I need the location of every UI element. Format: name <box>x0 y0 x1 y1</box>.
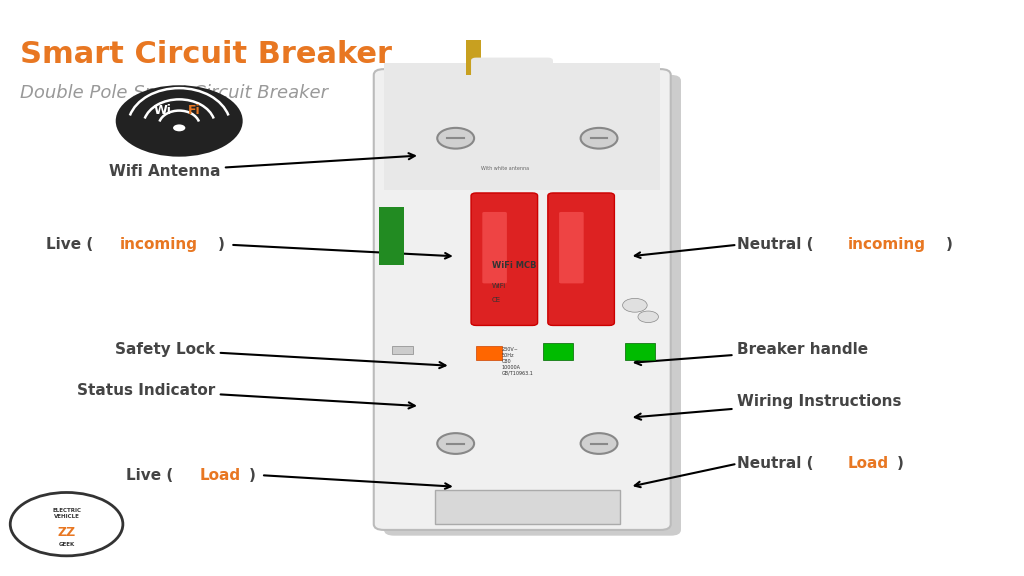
Text: Load: Load <box>200 468 241 483</box>
Text: Smart Circuit Breaker: Smart Circuit Breaker <box>20 40 392 69</box>
Text: GEEK: GEEK <box>58 542 75 547</box>
Text: ZZ: ZZ <box>57 526 76 539</box>
Text: Wifi Antenna: Wifi Antenna <box>109 153 415 179</box>
FancyBboxPatch shape <box>471 193 538 325</box>
FancyBboxPatch shape <box>471 58 553 89</box>
FancyBboxPatch shape <box>374 69 671 530</box>
Text: Fi: Fi <box>187 104 200 117</box>
Bar <box>435 490 620 524</box>
FancyBboxPatch shape <box>548 193 614 325</box>
Text: ): ) <box>249 468 256 483</box>
Text: WiFi MCB: WiFi MCB <box>492 261 536 270</box>
Text: ELECTRIC
VEHICLE: ELECTRIC VEHICLE <box>52 508 81 520</box>
Circle shape <box>10 492 123 556</box>
Circle shape <box>581 128 617 149</box>
Circle shape <box>116 85 243 157</box>
Text: Load: Load <box>848 456 889 471</box>
Text: Double Pole Smart Circuit Breaker: Double Pole Smart Circuit Breaker <box>20 84 329 101</box>
Text: incoming: incoming <box>848 237 926 252</box>
Bar <box>476 346 502 360</box>
Bar <box>466 40 481 75</box>
Bar <box>384 63 660 190</box>
Text: Live (: Live ( <box>46 237 93 252</box>
Text: Neutral (: Neutral ( <box>737 237 814 252</box>
Text: With white antenna: With white antenna <box>481 166 529 171</box>
FancyBboxPatch shape <box>559 212 584 283</box>
Circle shape <box>638 311 658 323</box>
Text: Safety Lock: Safety Lock <box>115 342 445 368</box>
Text: incoming: incoming <box>120 237 198 252</box>
Text: Breaker handle: Breaker handle <box>635 342 868 365</box>
Text: Status Indicator: Status Indicator <box>77 382 415 408</box>
Text: Neutral (: Neutral ( <box>737 456 814 471</box>
Text: Live (: Live ( <box>126 468 173 483</box>
Circle shape <box>437 128 474 149</box>
FancyBboxPatch shape <box>384 75 681 536</box>
Text: Wi: Wi <box>154 104 171 117</box>
Circle shape <box>581 433 617 454</box>
Text: WiFi: WiFi <box>492 283 506 289</box>
Text: CE: CE <box>492 297 501 304</box>
Text: ): ) <box>897 456 904 471</box>
Text: ): ) <box>218 237 225 252</box>
Text: ): ) <box>946 237 953 252</box>
Bar <box>392 346 413 354</box>
Text: Wiring Instructions: Wiring Instructions <box>635 394 902 420</box>
Bar <box>543 343 573 360</box>
Bar <box>625 343 655 360</box>
Circle shape <box>623 298 647 312</box>
Circle shape <box>173 124 185 131</box>
Bar <box>379 207 404 265</box>
Circle shape <box>437 433 474 454</box>
Text: 230V~
50Hz
C80
10000A
GB/T10963.1: 230V~ 50Hz C80 10000A GB/T10963.1 <box>502 347 534 376</box>
FancyBboxPatch shape <box>482 212 507 283</box>
